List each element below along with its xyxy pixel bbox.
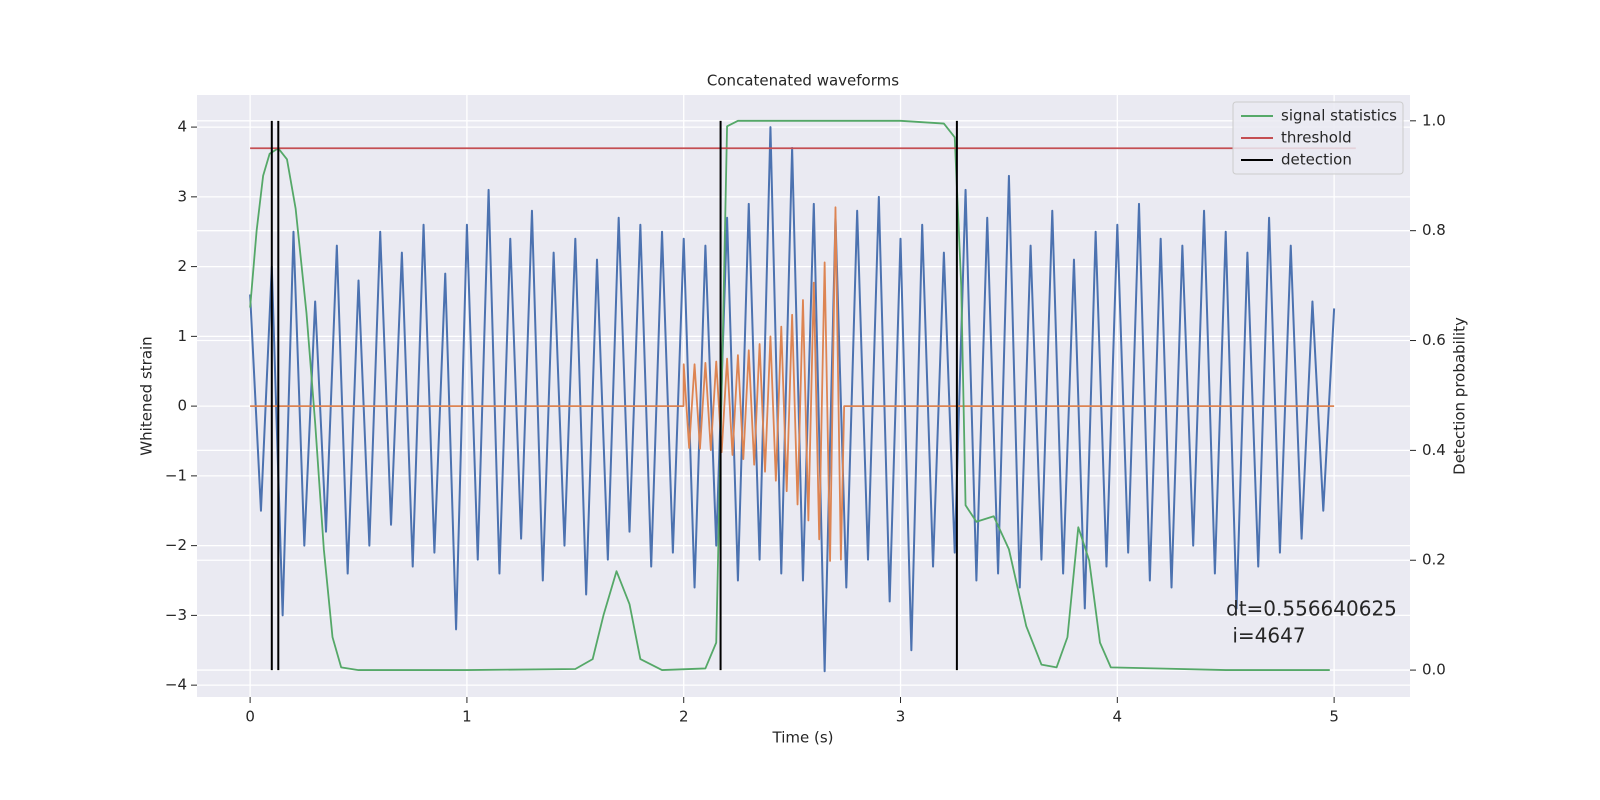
x-axis-label: Time (s) (772, 729, 834, 747)
y2-axis-label: Detection probability (1451, 317, 1469, 475)
y-tick-label: 0 (177, 397, 187, 415)
x-tick-label: 1 (462, 708, 472, 726)
legend-box (1232, 101, 1404, 175)
y-axis-label: Whitened strain (138, 336, 156, 455)
y-tick-label: −2 (165, 536, 187, 554)
y-tick-label: 4 (177, 118, 187, 136)
y-tick-label: 3 (177, 187, 187, 205)
legend-label: detection (1281, 151, 1352, 169)
y-tick-label: −3 (165, 606, 187, 624)
y2-tick-label: 0.6 (1422, 331, 1446, 349)
marks (249, 119, 1356, 673)
annotation: i=4647 (1226, 624, 1306, 648)
series-line (250, 206, 1335, 562)
x-tick-label: 4 (1113, 708, 1123, 726)
y2-tick-label: 1.0 (1422, 111, 1446, 129)
y2-tick-label: 0.4 (1422, 441, 1446, 459)
y-tick-label: −1 (165, 466, 187, 484)
series-line (249, 119, 1330, 671)
x-tick-label: 2 (679, 708, 689, 726)
y2-tick-label: 0.8 (1422, 221, 1446, 239)
x-tick-label: 3 (896, 708, 906, 726)
legend-label: threshold (1281, 129, 1352, 147)
y-tick-label: 2 (177, 257, 187, 275)
y2-tick-label: 0.0 (1422, 661, 1446, 679)
x-tick-label: 5 (1329, 708, 1339, 726)
labels: 0 1 2 3 4 5 −4 −3 −2 −1 0 1 2 3 4 0.0 0.2 0.4 0.6 0.8 1.0 sig… (165, 101, 1446, 726)
y-tick-label: −4 (165, 676, 187, 694)
y2-tick-label: 0.2 (1422, 551, 1446, 569)
chart-title: Concatenated waveforms (707, 72, 899, 90)
x-tick-label: 0 (245, 708, 255, 726)
annotation: dt=0.556640625 (1226, 597, 1397, 621)
y-tick-label: 1 (177, 327, 187, 345)
plot-area (197, 95, 1410, 697)
legend-label: signal statistics (1281, 107, 1397, 125)
